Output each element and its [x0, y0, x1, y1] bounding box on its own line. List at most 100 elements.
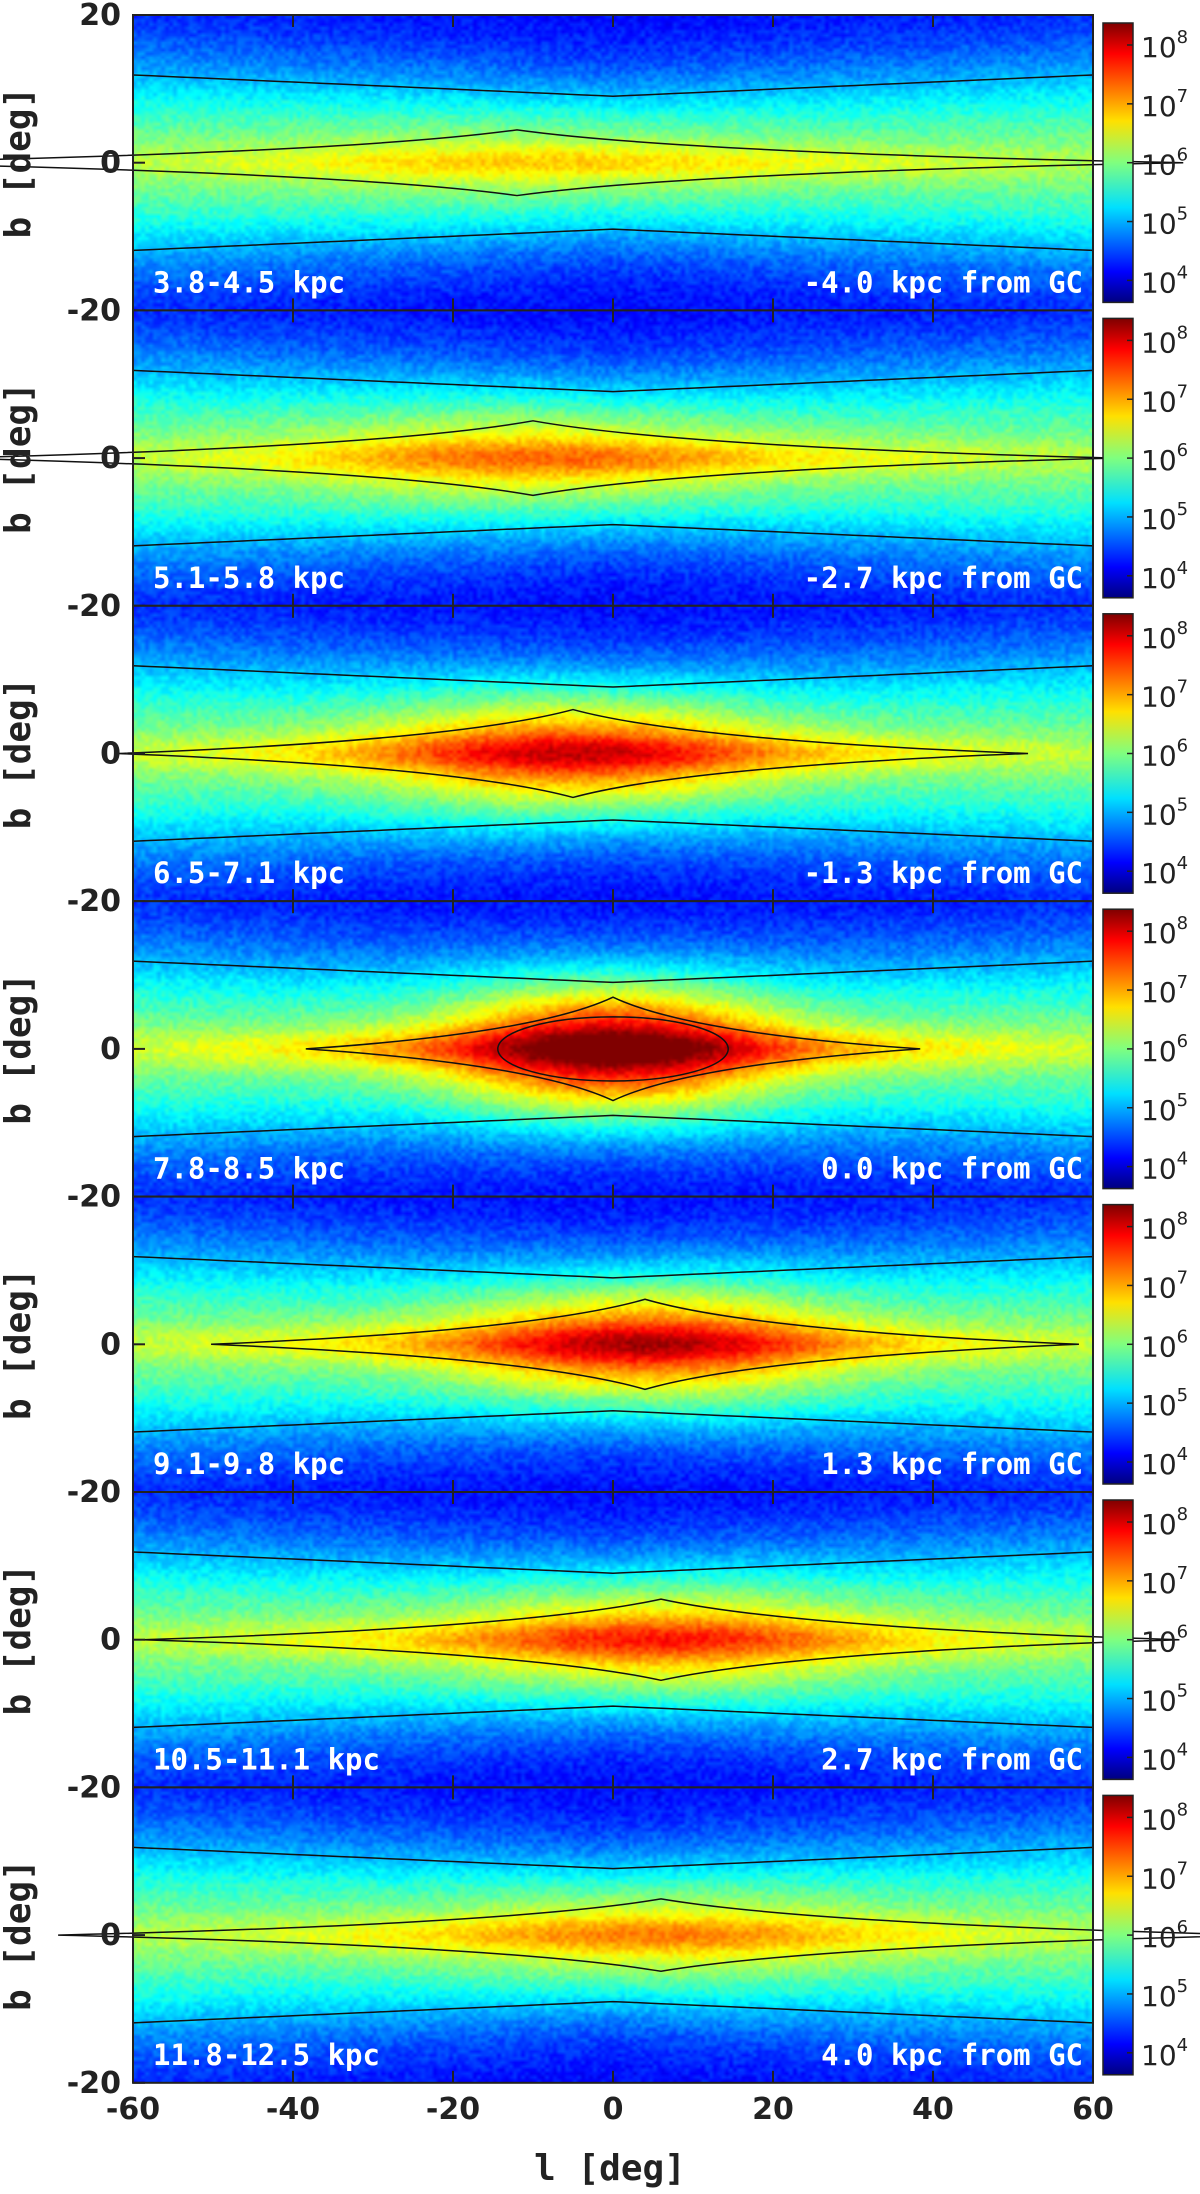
y-tick-label: 0: [100, 1623, 121, 1658]
contour-line: [132, 665, 1094, 688]
colorbar-tick-label: 108: [1141, 27, 1188, 64]
colorbar-tick-exponent: 6: [1177, 1622, 1188, 1643]
x-axis-label: l [deg]: [534, 2148, 686, 2189]
contour-line: [132, 1846, 1094, 1870]
x-tick-label: 60: [1072, 2092, 1114, 2127]
colorbar-tick-label: 107: [1141, 677, 1188, 714]
contour-line: [132, 2000, 1094, 2024]
colorbar-tick-label: 105: [1141, 1681, 1188, 1718]
contour-line: [497, 1016, 729, 1082]
y-axis-label: b [deg]: [0, 1564, 39, 1716]
colorbar-tick-exponent: 8: [1177, 27, 1188, 48]
distance-range-label: 10.5-11.1 kpc: [153, 1742, 380, 1776]
colorbar-tick-label: 108: [1141, 913, 1188, 950]
colorbar-tick-exponent: 4: [1177, 262, 1188, 283]
contour-line: [132, 1551, 1094, 1574]
offset-from-gc-label: 0.0 kpc from GC: [821, 1152, 1083, 1186]
colorbar-tick-exponent: 6: [1177, 736, 1188, 757]
y-tick-label: -20: [67, 884, 121, 919]
colorbar-tick-exponent: 8: [1177, 1209, 1188, 1230]
panel-density-map: [133, 15, 1093, 311]
distance-range-label: 11.8-12.5 kpc: [153, 2038, 380, 2072]
contour-line: [142, 1598, 1180, 1682]
panels-group: 3.8-4.5 kpc -4.0 kpc from GC 20 0 -20 b [deg]…: [0, 0, 1200, 2101]
colorbar-tick-label: 104: [1141, 1149, 1188, 1186]
colorbar-tick-label: 104: [1141, 853, 1188, 890]
colorbar-tick-exponent: 6: [1177, 1326, 1188, 1347]
colorbar-tick-label: 105: [1141, 1385, 1188, 1422]
y-tick-label: -20: [67, 1475, 121, 1510]
y-axis-label: b [deg]: [0, 1859, 39, 2011]
panel: 5.1-5.8 kpc -2.7 kpc from GC 0 -20 b [deg] 10…: [0, 309, 1188, 624]
colorbar-tick-exponent: 4: [1177, 1739, 1188, 1760]
y-tick-label: -20: [67, 1180, 121, 1215]
offset-from-gc-label: 1.3 kpc from GC: [821, 1447, 1083, 1481]
colorbar-tick-label: 107: [1141, 1858, 1188, 1895]
colorbar-tick-label: 108: [1141, 618, 1188, 655]
colorbar-tick-label: 105: [1141, 1090, 1188, 1127]
colorbar-tick-label: 106: [1141, 1031, 1188, 1068]
colorbar-tick-exponent: 6: [1177, 1917, 1188, 1938]
colorbar-tick-exponent: 7: [1177, 381, 1188, 402]
colorbar-tick-exponent: 5: [1177, 499, 1188, 520]
colorbar-tick-label: 108: [1141, 1799, 1188, 1836]
y-tick-label: -20: [67, 293, 121, 328]
colorbar-tick-label: 107: [1141, 86, 1188, 123]
colorbar-tick-exponent: 7: [1177, 1267, 1188, 1288]
colorbar-tick-label: 104: [1141, 2035, 1188, 2072]
colorbar-tick-exponent: 5: [1177, 204, 1188, 225]
panel: 9.1-9.8 kpc 1.3 kpc from GC 0 -20 b [deg] 108…: [0, 1195, 1188, 1510]
offset-from-gc-label: -1.3 kpc from GC: [804, 856, 1083, 890]
colorbar-tick-exponent: 5: [1177, 1090, 1188, 1111]
y-tick-label: 20: [79, 0, 121, 33]
panel-density-map: [133, 605, 1093, 902]
colorbar-tick-label: 106: [1141, 1622, 1188, 1659]
x-tick-label: -40: [266, 2092, 320, 2127]
y-tick-label: -20: [67, 2066, 121, 2101]
y-axis-label: b [deg]: [0, 973, 39, 1125]
colorbar: [1102, 908, 1134, 1190]
colorbar-tick-label: 106: [1141, 1326, 1188, 1363]
panel: 6.5-7.1 kpc -1.3 kpc from GC 0 -20 b [deg] 10…: [0, 604, 1188, 919]
colorbar-tick-label: 108: [1141, 1504, 1188, 1541]
x-tick-label: -60: [106, 2092, 160, 2127]
colorbar-tick-label: 104: [1141, 1739, 1188, 1776]
colorbar-tick-label: 105: [1141, 794, 1188, 831]
y-axis-label: b [deg]: [0, 382, 39, 534]
contour-line: [132, 1114, 1094, 1138]
colorbar-tick-exponent: 5: [1177, 794, 1188, 815]
contour-line: [211, 1298, 1079, 1391]
colorbar-tick-exponent: 8: [1177, 322, 1188, 343]
distance-range-label: 9.1-9.8 kpc: [153, 1447, 345, 1481]
panel-density-map: [133, 901, 1093, 1197]
colorbar-tick-label: 107: [1141, 972, 1188, 1009]
distance-range-label: 5.1-5.8 kpc: [153, 561, 345, 595]
contour-line: [132, 523, 1094, 547]
colorbar-tick-exponent: 4: [1177, 558, 1188, 579]
contour-line: [132, 369, 1094, 393]
colorbar-tick-label: 106: [1141, 440, 1188, 477]
panel: 7.8-8.5 kpc 0.0 kpc from GC 0 -20 b [deg] 108…: [0, 900, 1188, 1215]
colorbar-tick-exponent: 8: [1177, 1504, 1188, 1525]
y-tick-label: 0: [100, 1032, 121, 1067]
colorbar-tick-exponent: 8: [1177, 1799, 1188, 1820]
x-tick-label: 20: [752, 2092, 794, 2127]
offset-from-gc-label: -4.0 kpc from GC: [804, 265, 1083, 299]
colorbar-tick-label: 105: [1141, 204, 1188, 241]
x-tick-label: 40: [912, 2092, 954, 2127]
colorbar-tick-exponent: 7: [1177, 86, 1188, 107]
colorbar-tick-label: 104: [1141, 558, 1188, 595]
y-tick-label: -20: [67, 1770, 121, 1805]
panel-density-map: [133, 310, 1093, 606]
colorbar-tick-label: 106: [1141, 736, 1188, 773]
colorbar-tick-exponent: 4: [1177, 2035, 1188, 2056]
contour-line: [132, 228, 1094, 252]
x-tick-label: -20: [426, 2092, 480, 2127]
colorbar-tick-label: 104: [1141, 262, 1188, 299]
colorbar-tick-label: 108: [1141, 322, 1188, 359]
offset-from-gc-label: 4.0 kpc from GC: [821, 2038, 1083, 2072]
panel-density-map: [133, 1492, 1093, 1788]
y-tick-label: 0: [100, 1327, 121, 1362]
colorbar-tick-exponent: 6: [1177, 440, 1188, 461]
